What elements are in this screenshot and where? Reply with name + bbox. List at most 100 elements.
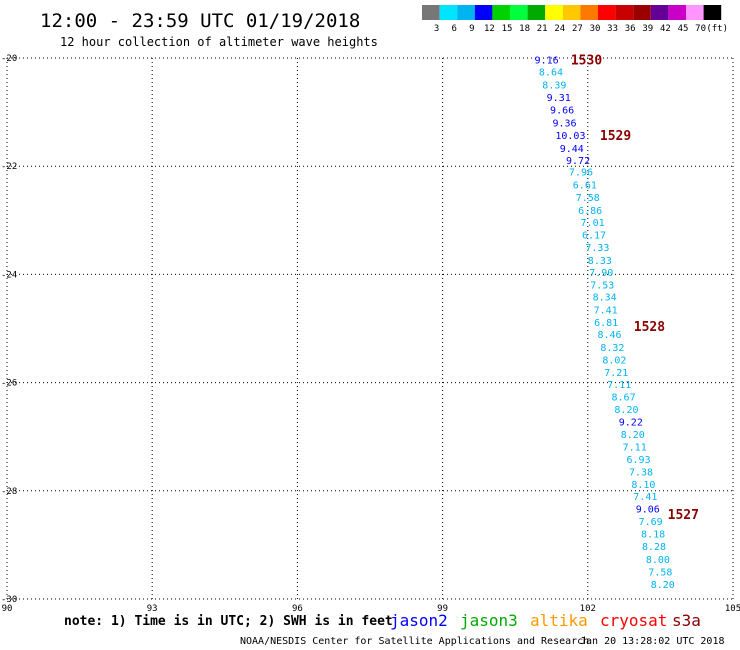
colorbar-label: (ft) bbox=[706, 24, 728, 34]
wave-height-value: 7.90 bbox=[589, 268, 613, 279]
plot-grid: 90 93 96 99 102 105 -20 -22 -24 -26 -28 -30 bbox=[1, 54, 740, 614]
wave-height-value: 8.39 bbox=[542, 81, 566, 92]
wave-height-value: 7.33 bbox=[585, 243, 609, 254]
colorbar-swatch bbox=[474, 5, 493, 20]
plot-marks: 9.168.648.399.319.669.3610.039.449.727.9… bbox=[535, 54, 699, 591]
colorbar-swatch bbox=[703, 5, 722, 20]
wave-height-value: 10.03 bbox=[555, 131, 585, 142]
wave-height-value: 9.06 bbox=[636, 505, 660, 516]
wave-height-value: 7.41 bbox=[633, 492, 657, 503]
wave-height-value: 8.67 bbox=[612, 393, 636, 404]
colorbar-swatch bbox=[668, 5, 686, 20]
colorbar-label: 15 bbox=[502, 24, 513, 34]
pass-number-label: 1527 bbox=[668, 508, 699, 523]
x-tick-label: 93 bbox=[147, 604, 158, 614]
wave-height-value: 6.93 bbox=[627, 455, 651, 466]
colorbar-swatch bbox=[439, 5, 458, 20]
colorbar-label: 33 bbox=[607, 24, 618, 34]
colorbar-swatch bbox=[598, 5, 616, 20]
colorbar-label: 42 bbox=[660, 24, 671, 34]
wave-height-value: 8.28 bbox=[642, 542, 666, 553]
wave-height-value: 9.22 bbox=[619, 418, 643, 429]
colorbar-swatch bbox=[580, 5, 598, 20]
colorbar-label: 70 bbox=[695, 24, 706, 34]
wave-height-value: 7.11 bbox=[607, 380, 631, 391]
wave-height-value: 7.58 bbox=[576, 193, 600, 204]
wave-height-value: 8.10 bbox=[631, 480, 655, 491]
satellite-jason2: jason2 bbox=[390, 611, 448, 630]
colorbar-label: 30 bbox=[590, 24, 601, 34]
x-tick-label: 99 bbox=[437, 604, 448, 614]
footer-note: note: 1) Time is in UTC; 2) SWH is in fe… bbox=[64, 614, 393, 629]
wave-height-value: 8.20 bbox=[621, 430, 645, 441]
x-tick-label: 105 bbox=[725, 604, 740, 614]
pass-number-label: 1528 bbox=[634, 320, 665, 335]
colorbar-swatch bbox=[527, 5, 546, 20]
wave-height-value: 8.18 bbox=[641, 530, 665, 541]
colorbar-swatch bbox=[545, 5, 563, 20]
colorbar-label: 45 bbox=[678, 24, 689, 34]
colorbar-label: 6 bbox=[451, 24, 456, 34]
wave-height-value: 7.96 bbox=[569, 168, 593, 179]
y-tick-label: -28 bbox=[1, 487, 17, 497]
wave-height-value: 7.69 bbox=[639, 517, 663, 528]
wave-height-value: 8.32 bbox=[600, 343, 624, 354]
colorbar-label: 18 bbox=[519, 24, 530, 34]
wave-height-value: 8.02 bbox=[602, 355, 626, 366]
satellite-s3a: s3a bbox=[672, 611, 701, 630]
colorbar-label: 36 bbox=[625, 24, 636, 34]
pass-number-label: 1530 bbox=[571, 54, 602, 69]
x-tick-label: 102 bbox=[580, 604, 596, 614]
wave-height-value: 9.72 bbox=[566, 156, 590, 167]
colorbar-label: 24 bbox=[554, 24, 565, 34]
colorbar-swatch bbox=[510, 5, 528, 20]
wave-height-value: 7.21 bbox=[604, 368, 628, 379]
y-tick-label: -22 bbox=[1, 162, 17, 172]
satellite-cryosat: cryosat bbox=[600, 611, 667, 630]
colorbar-swatch bbox=[562, 5, 581, 20]
y-tick-label: -24 bbox=[1, 270, 17, 280]
wave-height-value: 7.11 bbox=[623, 442, 647, 453]
y-tick-label: -26 bbox=[1, 379, 17, 389]
footer-credit: NOAA/NESDIS Center for Satellite Applica… bbox=[240, 636, 589, 647]
colorbar-swatch bbox=[650, 5, 669, 20]
colorbar-label: 3 bbox=[434, 24, 439, 34]
wave-height-value: 8.34 bbox=[593, 293, 617, 304]
color-legend: 3 6 9 12 15 18 21 24 27 30 33 36 39 42 45 70 (ft) bbox=[422, 5, 728, 34]
satellite-jason3: jason3 bbox=[460, 611, 518, 630]
wave-height-value: 7.01 bbox=[581, 218, 605, 229]
colorbar-swatch bbox=[633, 5, 651, 20]
satellite-legend: jason2 jason3 altika cryosat s3a bbox=[390, 611, 701, 630]
colorbar-swatch bbox=[422, 5, 440, 20]
pass-number-label: 1529 bbox=[600, 129, 631, 144]
chart-subtitle: 12 hour collection of altimeter wave hei… bbox=[60, 35, 378, 49]
y-tick-label: -20 bbox=[1, 54, 17, 64]
wave-height-value: 9.36 bbox=[552, 118, 576, 129]
wave-height-value: 7.53 bbox=[590, 281, 614, 292]
wave-height-value: 8.33 bbox=[588, 256, 612, 267]
wave-height-value: 7.41 bbox=[594, 306, 618, 317]
wave-height-value: 9.31 bbox=[547, 93, 571, 104]
wave-height-value: 8.64 bbox=[539, 68, 563, 79]
y-tick-label: -30 bbox=[1, 595, 17, 605]
footer-timestamp: Jan 20 13:28:02 UTC 2018 bbox=[580, 636, 725, 647]
wave-height-value: 9.44 bbox=[560, 144, 584, 155]
wave-height-value: 6.81 bbox=[594, 318, 618, 329]
wave-height-value: 8.46 bbox=[597, 330, 621, 341]
wave-height-value: 7.38 bbox=[629, 467, 653, 478]
x-tick-label: 90 bbox=[2, 604, 13, 614]
chart-title: 12:00 - 23:59 UTC 01/19/2018 bbox=[40, 10, 360, 32]
wave-height-value: 8.20 bbox=[614, 405, 638, 416]
colorbar-swatch bbox=[457, 5, 475, 20]
colorbar-label: 21 bbox=[537, 24, 548, 34]
colorbar-label: 9 bbox=[469, 24, 474, 34]
colorbar-swatch bbox=[615, 5, 634, 20]
colorbar-label: 12 bbox=[484, 24, 495, 34]
colorbar-label: 27 bbox=[572, 24, 583, 34]
satellite-altika: altika bbox=[530, 611, 588, 630]
wave-height-value: 6.17 bbox=[582, 230, 606, 241]
wave-height-value: 9.66 bbox=[550, 105, 574, 116]
colorbar-swatch bbox=[686, 5, 704, 20]
wave-height-value: 6.86 bbox=[578, 206, 602, 217]
